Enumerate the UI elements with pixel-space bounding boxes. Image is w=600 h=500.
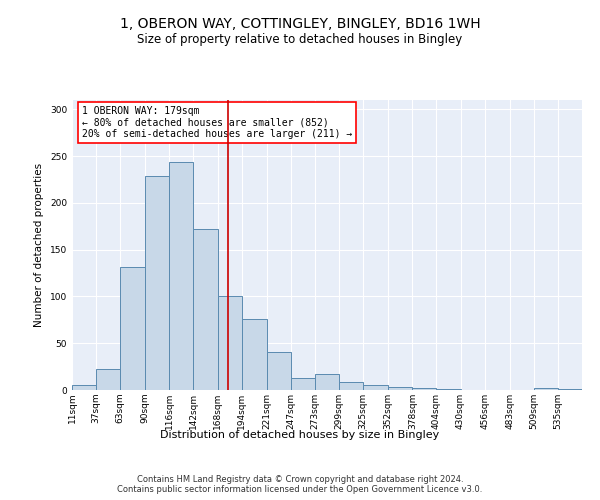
Bar bbox=[96, 370, 120, 390]
Bar bbox=[534, 388, 558, 390]
Bar bbox=[558, 389, 582, 390]
Bar bbox=[315, 374, 339, 390]
Text: 1, OBERON WAY, COTTINGLEY, BINGLEY, BD16 1WH: 1, OBERON WAY, COTTINGLEY, BINGLEY, BD16… bbox=[119, 18, 481, 32]
Bar bbox=[267, 352, 291, 390]
Text: Contains public sector information licensed under the Open Government Licence v3: Contains public sector information licen… bbox=[118, 486, 482, 494]
Bar bbox=[339, 382, 363, 390]
Text: Distribution of detached houses by size in Bingley: Distribution of detached houses by size … bbox=[160, 430, 440, 440]
Text: Contains HM Land Registry data © Crown copyright and database right 2024.: Contains HM Land Registry data © Crown c… bbox=[137, 476, 463, 484]
Bar bbox=[436, 389, 461, 390]
Bar bbox=[145, 176, 169, 390]
Bar bbox=[120, 268, 145, 390]
Bar bbox=[218, 296, 242, 390]
Bar bbox=[242, 319, 267, 390]
Y-axis label: Number of detached properties: Number of detached properties bbox=[34, 163, 44, 327]
Bar bbox=[388, 387, 412, 390]
Text: 1 OBERON WAY: 179sqm
← 80% of detached houses are smaller (852)
20% of semi-deta: 1 OBERON WAY: 179sqm ← 80% of detached h… bbox=[82, 106, 352, 139]
Bar bbox=[72, 386, 96, 390]
Bar bbox=[291, 378, 315, 390]
Bar bbox=[169, 162, 193, 390]
Bar bbox=[363, 386, 388, 390]
Text: Size of property relative to detached houses in Bingley: Size of property relative to detached ho… bbox=[137, 32, 463, 46]
Bar bbox=[412, 388, 436, 390]
Bar bbox=[193, 229, 218, 390]
